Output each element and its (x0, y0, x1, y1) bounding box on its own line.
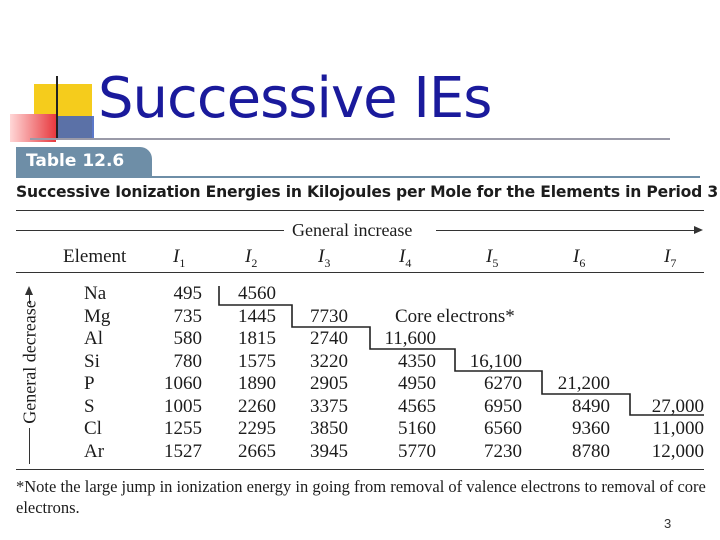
ionization-energy-cell: 7230 (484, 440, 522, 462)
header-ionization-6: I6 (573, 246, 585, 271)
slide-title: Successive IEs (98, 66, 492, 131)
ionization-energy-cell: 735 (173, 305, 203, 327)
ionization-energy-cell: 1005 (164, 395, 202, 417)
ionization-energy-cell: 3375 (310, 395, 348, 417)
header-ionization-symbol: I (399, 246, 406, 267)
general-increase-arrow-left (16, 230, 284, 231)
element-symbol: S (84, 395, 95, 417)
ionization-energy-cell: 5160 (398, 418, 436, 439)
ionization-energy-cell: 4565 (398, 395, 436, 417)
element-symbol: Al (84, 328, 103, 349)
header-ionization-1: I1 (173, 246, 185, 271)
ionization-energy-cell: 6950 (484, 395, 522, 417)
ionization-energy-cell: 11,600 (384, 328, 436, 349)
ionization-energy-cell: 2905 (310, 373, 348, 394)
element-symbol: Si (84, 350, 100, 372)
ionization-energy-cell: 21,200 (557, 373, 610, 394)
header-ionization-symbol: I (318, 246, 325, 267)
header-ionization-2: I2 (245, 246, 257, 271)
header-ionization-symbol: I (245, 246, 252, 267)
ionization-energy-cell: 1575 (238, 350, 276, 372)
table-top-rule (16, 210, 704, 211)
decor-blue-square (52, 116, 94, 140)
header-ionization-symbol: I (173, 246, 180, 267)
element-symbol: Ar (84, 440, 105, 462)
ionization-energy-cell: 11,000 (652, 418, 704, 439)
general-decrease-arrowhead (25, 286, 33, 295)
general-increase-label: General increase (292, 220, 413, 240)
element-symbol: Cl (84, 418, 102, 439)
page-number: 3 (664, 516, 672, 531)
ionization-energy-cell: 1527 (164, 440, 202, 462)
ionization-energy-cell: 3945 (310, 440, 348, 462)
ionization-energy-cell: 1255 (164, 418, 202, 439)
ionization-energy-cell: 1060 (164, 373, 202, 394)
general-decrease-arrow-bottom (29, 428, 30, 464)
header-ionization-4: I4 (399, 246, 411, 271)
header-ionization-symbol: I (573, 246, 580, 267)
table-bottom-rule (16, 469, 704, 470)
header-ionization-3: I3 (318, 246, 330, 271)
ionization-energy-cell: 5770 (398, 440, 436, 462)
header-ionization-7: I7 (664, 246, 676, 271)
element-symbol: Na (84, 283, 107, 304)
ionization-energy-cell: 4560 (238, 283, 276, 304)
ionization-energy-cell: 1815 (238, 328, 276, 349)
ionization-energy-cell: 580 (173, 328, 203, 349)
general-decrease-label: General decrease (19, 300, 40, 424)
header-ionization-subscript: 2 (251, 255, 258, 270)
ionization-energy-cell: 12,000 (651, 440, 704, 462)
ionization-energy-cell: 6270 (484, 373, 522, 394)
core-electrons-label: Core electrons* (395, 306, 515, 327)
header-ionization-subscript: 1 (179, 255, 186, 270)
ionization-energy-cell: 16,100 (469, 350, 522, 372)
title-divider (30, 138, 670, 140)
ionization-energy-cell: 4350 (398, 350, 436, 372)
ionization-energy-cell: 3850 (310, 418, 348, 439)
general-increase-arrowhead (694, 226, 703, 234)
ionization-energy-cell: 8490 (572, 395, 610, 417)
ionization-energy-cell: 3220 (310, 350, 348, 372)
ionization-energy-cell: 8780 (572, 440, 610, 462)
table-tab-line (16, 176, 700, 178)
element-symbol: Mg (84, 305, 111, 327)
header-element: Element (63, 246, 127, 267)
ionization-energy-cell: 495 (173, 283, 203, 304)
general-decrease-arrow-top (29, 294, 30, 304)
element-symbol: P (84, 373, 95, 394)
header-ionization-subscript: 7 (670, 255, 677, 270)
general-increase-arrow-right (436, 230, 694, 231)
ionization-energy-cell: 1445 (238, 305, 276, 327)
decor-vertical-line (56, 76, 58, 140)
header-ionization-subscript: 6 (579, 255, 586, 270)
header-ionization-symbol: I (664, 246, 671, 267)
ionization-energy-cell: 4950 (398, 373, 436, 394)
ionization-energy-cell: 2295 (238, 418, 276, 439)
header-ionization-symbol: I (486, 246, 493, 267)
header-ionization-subscript: 4 (405, 255, 412, 270)
ionization-energy-cell: 6560 (484, 418, 522, 439)
header-ionization-subscript: 3 (324, 255, 331, 270)
ionization-energy-cell: 780 (173, 350, 203, 372)
decor-red-square (10, 114, 56, 142)
ionization-energy-cell: 7730 (310, 305, 348, 327)
ionization-energy-cell: 27,000 (651, 395, 704, 417)
table-footnote: *Note the large jump in ionization energ… (16, 477, 706, 517)
ionization-energy-cell: 2740 (310, 328, 348, 349)
header-rule (16, 272, 704, 273)
ionization-energy-cell: 9360 (572, 418, 610, 439)
ionization-energy-cell: 1890 (238, 373, 276, 394)
ionization-energy-cell: 2260 (238, 395, 276, 417)
header-ionization-subscript: 5 (492, 255, 499, 270)
table-caption: Successive Ionization Energies in Kilojo… (16, 183, 718, 201)
table-tab-label: Table 12.6 (16, 147, 152, 176)
header-ionization-5: I5 (486, 246, 498, 271)
ionization-energy-cell: 2665 (238, 440, 276, 462)
